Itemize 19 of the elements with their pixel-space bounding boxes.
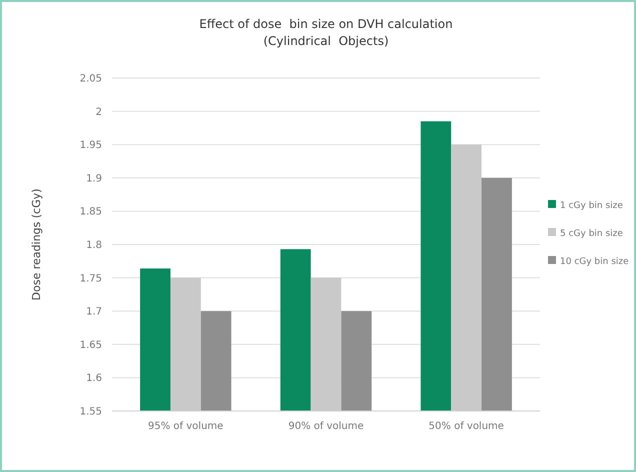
y-tick-label: 1.55 [80, 406, 102, 418]
legend-label: 10 cGy bin size [560, 257, 630, 268]
y-axis-title: Dose readings (cGy) [30, 188, 43, 300]
legend-label: 1 cGy bin size [560, 201, 624, 212]
y-tick-label: 1.65 [80, 340, 102, 351]
y-tick-label: 1.9 [86, 173, 102, 184]
legend-label: 5 cGy bin size [560, 229, 624, 240]
chart-title: Effect of dose bin size on DVH calculation (Cylindrical Objects) [199, 17, 453, 48]
y-tick-label: 1.75 [80, 273, 102, 284]
x-tick-label: 95% of volume [148, 421, 224, 432]
y-tick-label: 2.05 [80, 74, 102, 84]
y-tick-label: 1.8 [86, 240, 102, 251]
y-tick-label: 1.85 [80, 206, 102, 218]
y-tick-label: 1.6 [86, 373, 102, 384]
y-tick-label: 1.7 [86, 306, 102, 318]
x-tick-label: 50% of volume [428, 421, 504, 432]
y-tick-label: 1.95 [80, 140, 102, 152]
y-tick-label: 2 [96, 106, 102, 118]
x-tick-label: 90% of volume [288, 421, 364, 432]
